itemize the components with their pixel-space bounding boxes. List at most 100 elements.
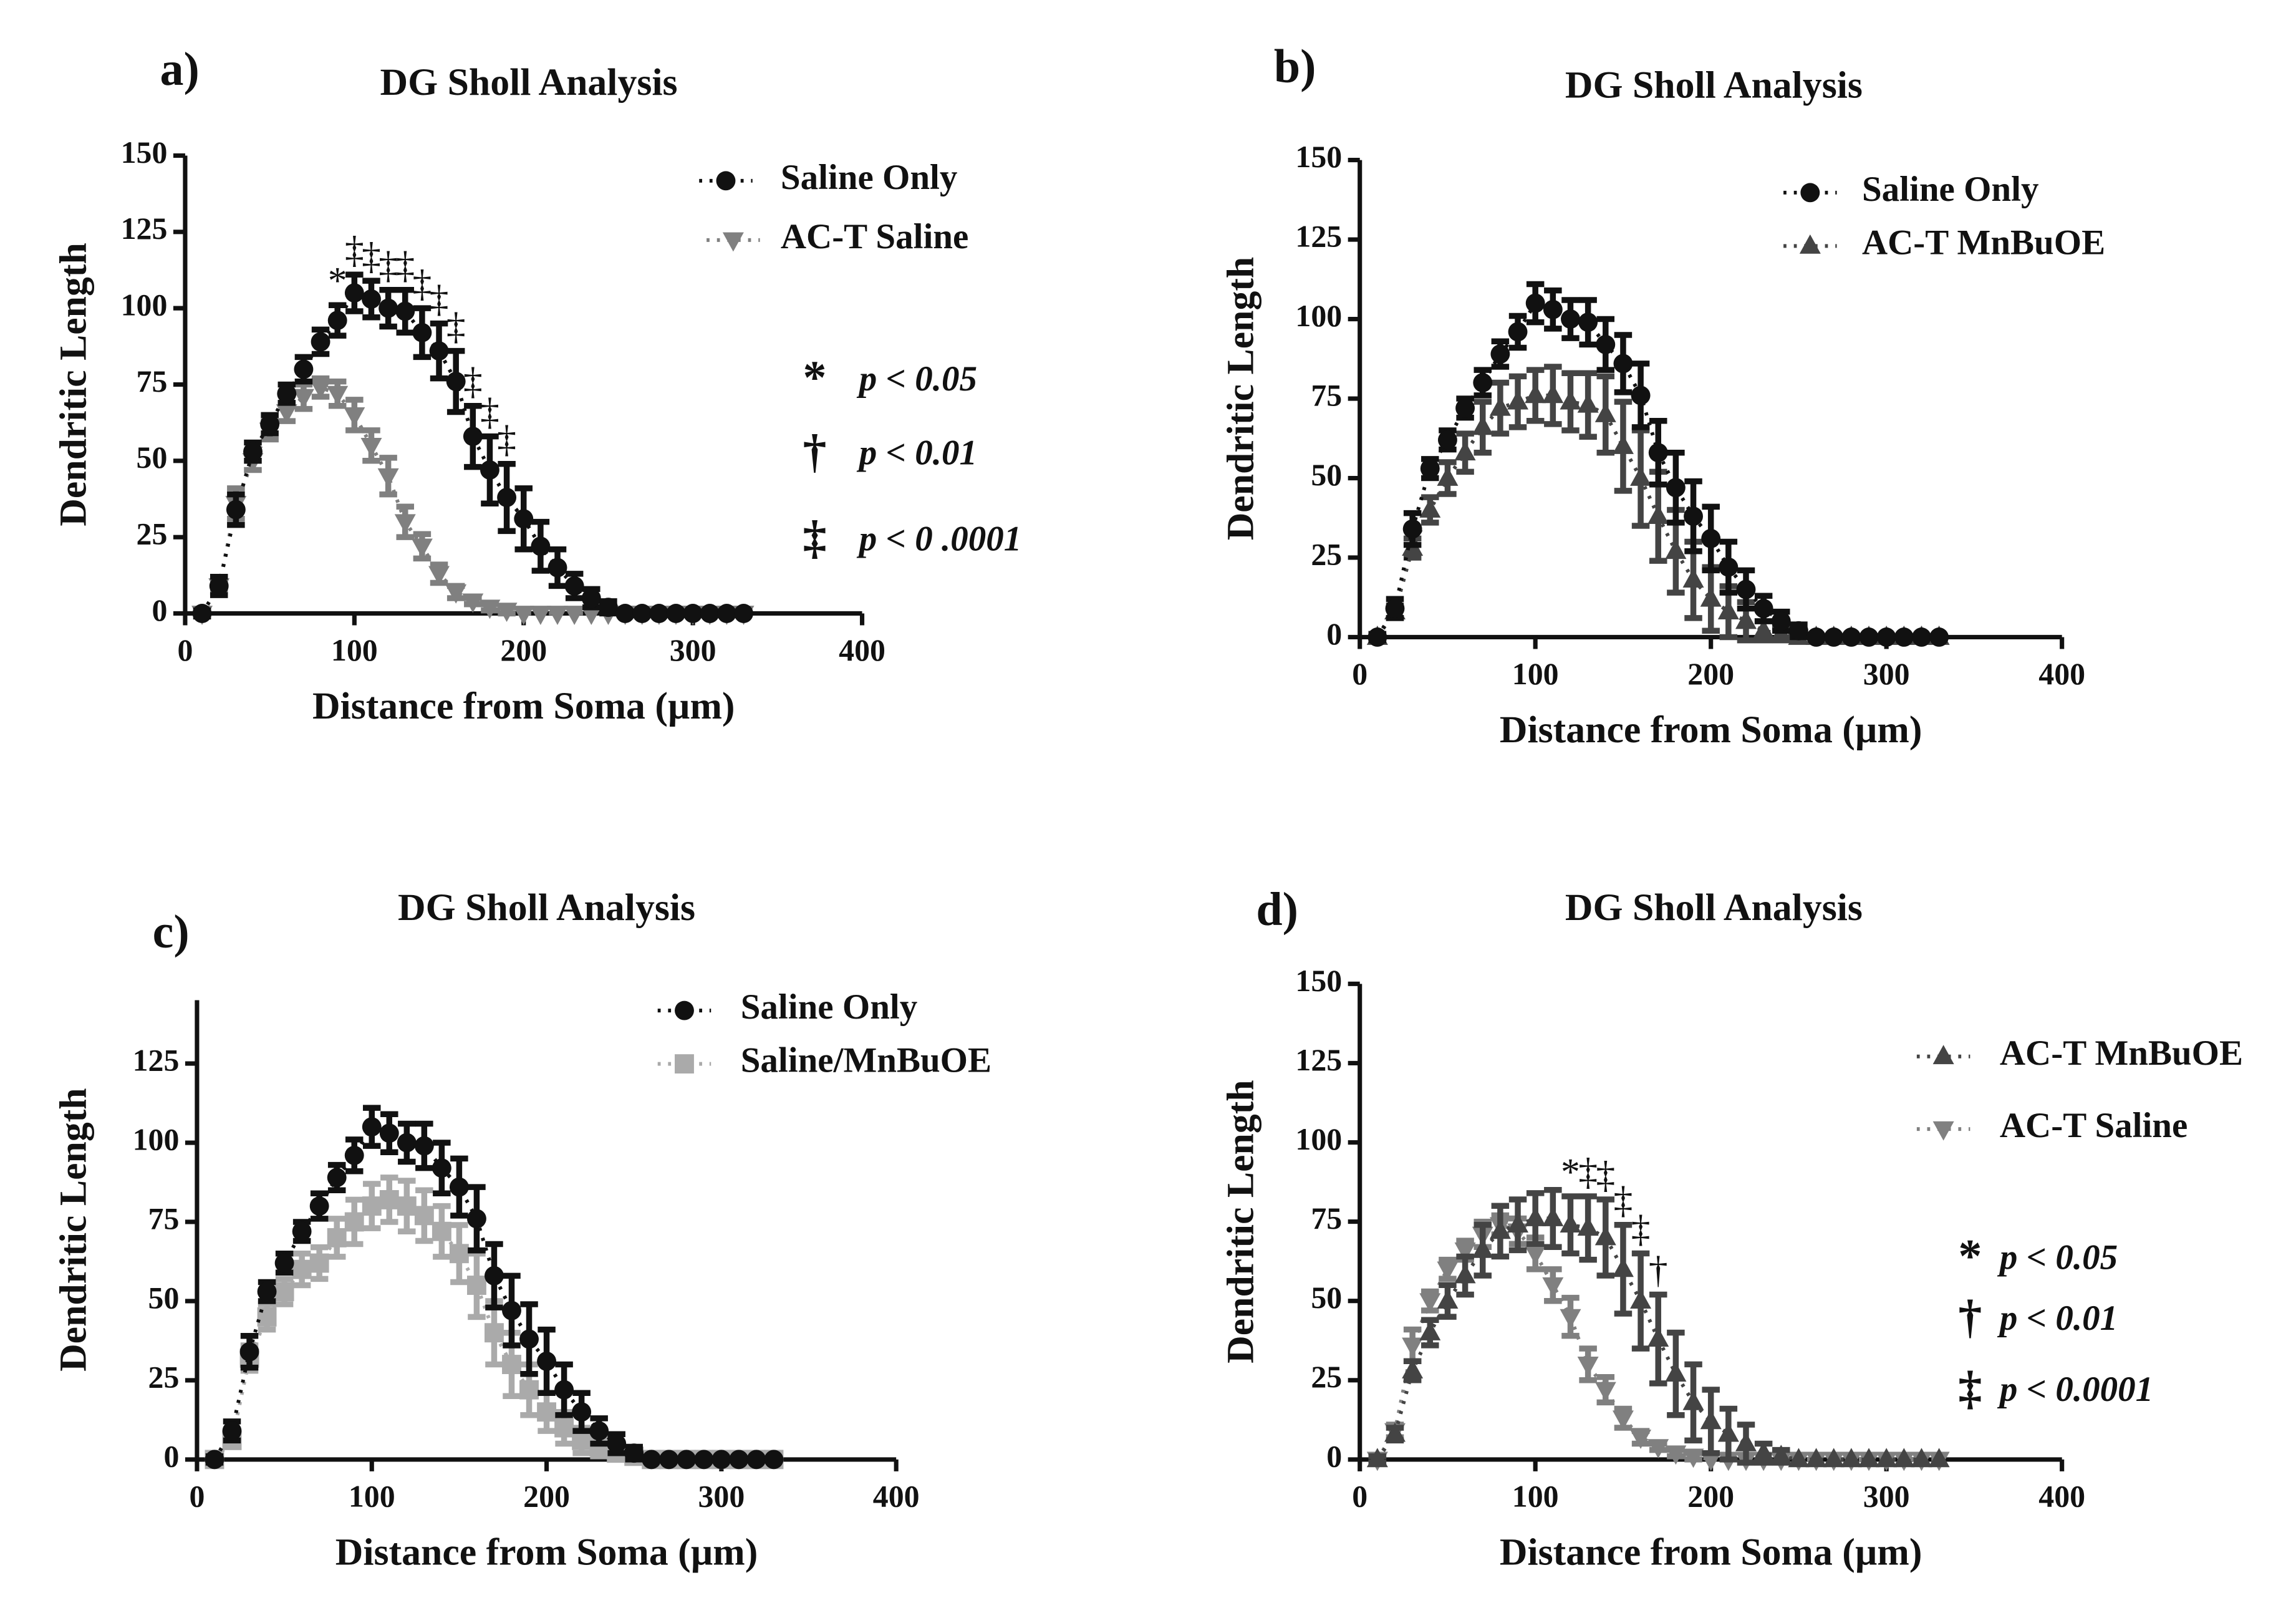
key-label: p < 0.01 [1997, 1299, 2118, 1338]
point [1753, 599, 1773, 619]
point [411, 538, 433, 558]
point [1594, 1382, 1616, 1402]
point [1665, 1445, 1687, 1465]
legend-marker [1800, 183, 1820, 203]
point [1682, 1390, 1704, 1410]
point [1594, 1226, 1616, 1246]
point [1472, 1238, 1493, 1258]
x-axis-label: Distance from Soma (µm) [335, 1531, 758, 1573]
point [632, 604, 652, 623]
significance-marker: ‡ [395, 245, 415, 287]
point [1578, 312, 1598, 332]
point [1525, 1246, 1546, 1265]
point [554, 1380, 574, 1400]
point [395, 301, 415, 321]
point [1859, 627, 1879, 647]
point [1894, 627, 1914, 647]
legend-label: Saline Only [741, 987, 918, 1027]
point [1384, 1422, 1406, 1442]
point [711, 1450, 731, 1470]
y-tick-label: 75 [1311, 1201, 1342, 1236]
point [1805, 1448, 1827, 1468]
point [1612, 1257, 1634, 1277]
significance-marker: ‡ [345, 229, 364, 271]
significance-marker: ‡ [1613, 1179, 1633, 1222]
point [513, 606, 534, 626]
point [1367, 627, 1387, 647]
point [683, 604, 703, 623]
point [1402, 1359, 1424, 1378]
point [311, 332, 330, 352]
point [502, 1355, 521, 1374]
point [1701, 528, 1721, 548]
y-tick-label: 25 [1311, 537, 1342, 571]
point [519, 1329, 539, 1349]
point [1577, 1357, 1599, 1376]
key-label: p < 0.05 [856, 359, 977, 399]
y-tick-label: 0 [163, 1439, 179, 1473]
point [554, 1418, 574, 1438]
x-tick-label: 100 [1512, 1479, 1559, 1513]
point [564, 606, 586, 626]
chart-title: DG Sholl Analysis [380, 61, 678, 104]
point [414, 1136, 434, 1156]
point [1665, 1362, 1687, 1382]
point [360, 437, 382, 457]
point [1682, 568, 1704, 588]
chart-title: DG Sholl Analysis [398, 886, 695, 929]
point [292, 1221, 312, 1241]
key-symbol: ‡ [803, 511, 827, 564]
point [1911, 1448, 1932, 1468]
point [294, 359, 314, 379]
point [1419, 498, 1441, 518]
significance-marker: * [328, 259, 347, 302]
point [1612, 1410, 1634, 1430]
y-tick-label: 100 [1295, 299, 1342, 333]
point [531, 536, 551, 556]
point [598, 598, 618, 618]
point [309, 1196, 329, 1216]
y-tick-label: 0 [1326, 1439, 1342, 1473]
x-tick-label: 300 [1863, 1479, 1910, 1513]
legend-label: AC-T Saline [781, 217, 968, 256]
point [746, 1450, 766, 1470]
x-tick-label: 200 [523, 1479, 570, 1513]
point [466, 1209, 486, 1229]
significance-marker: * [1561, 1151, 1580, 1193]
y-axis-label: Dendritic Length [1220, 257, 1262, 541]
point [1788, 621, 1808, 641]
point [1929, 627, 1949, 647]
point [1454, 441, 1476, 461]
legend-marker [675, 1000, 694, 1020]
legend-label: AC-T Saline [2000, 1106, 2187, 1145]
point [764, 1450, 784, 1470]
point [397, 1196, 417, 1216]
x-tick-label: 100 [349, 1479, 395, 1513]
point [1735, 609, 1757, 629]
point [1438, 430, 1457, 450]
point [1613, 354, 1633, 374]
point [205, 1450, 224, 1470]
point [327, 1228, 347, 1247]
point [1525, 1206, 1546, 1226]
x-tick-label: 300 [1863, 657, 1910, 691]
point [1647, 1439, 1669, 1459]
point [1489, 396, 1511, 416]
point [1454, 1242, 1476, 1262]
legend-marker [722, 232, 744, 252]
point [729, 1450, 749, 1470]
y-tick-label: 125 [121, 211, 168, 246]
key-label: p < 0.0001 [1997, 1370, 2153, 1409]
point [581, 588, 601, 608]
point [292, 389, 314, 409]
y-tick-label: 100 [121, 288, 168, 322]
point [1753, 619, 1775, 639]
y-tick-label: 100 [133, 1122, 180, 1156]
point [1648, 443, 1668, 463]
point [1525, 384, 1546, 404]
legend-label: Saline/MnBuOE [741, 1041, 991, 1080]
point [615, 604, 635, 623]
point [466, 1276, 486, 1295]
x-tick-label: 0 [189, 1479, 205, 1513]
point [1366, 1448, 1388, 1468]
